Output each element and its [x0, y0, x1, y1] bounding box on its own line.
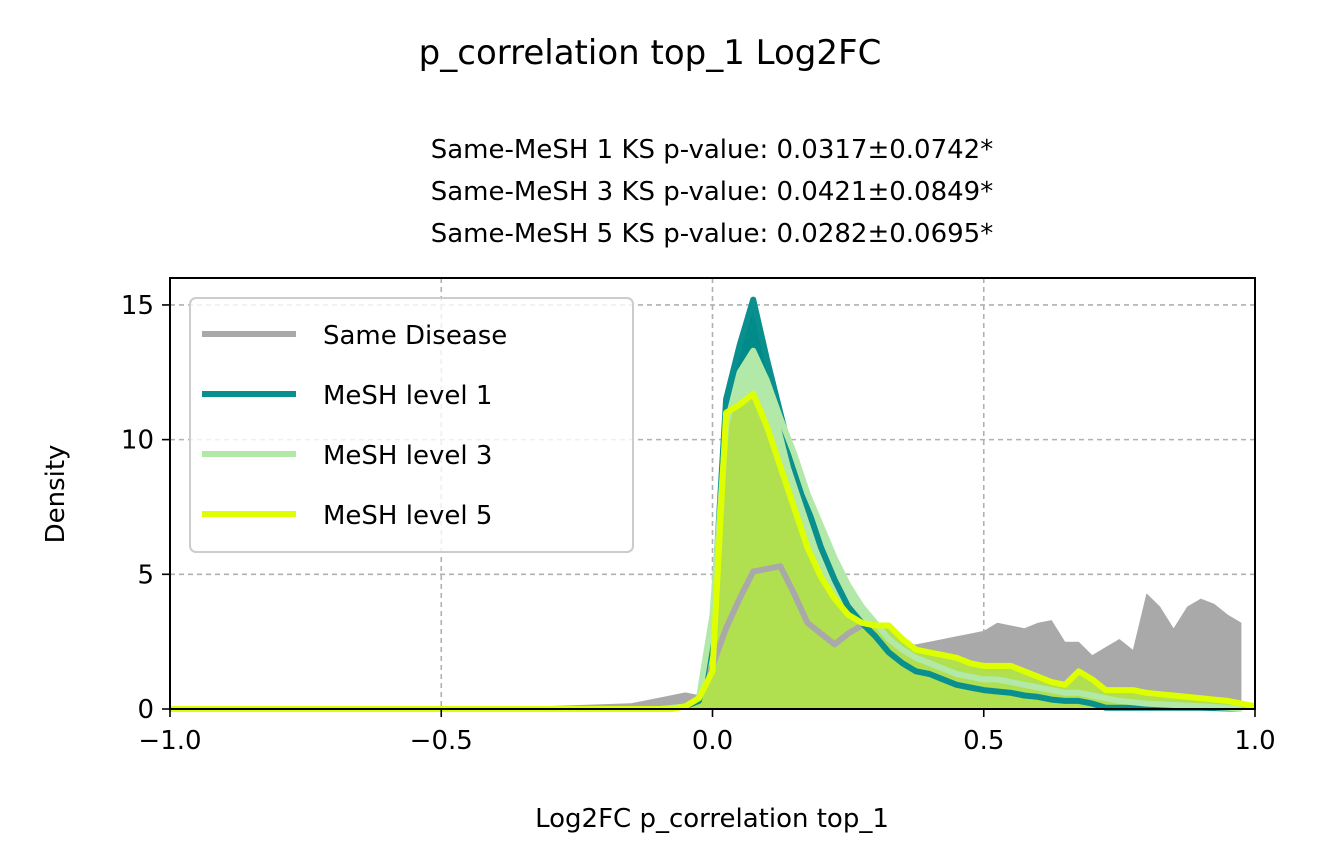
x-tick-label: 1.0	[1234, 726, 1275, 756]
series-line-mesh-level-5	[170, 390, 1256, 712]
series-lines	[170, 296, 1256, 712]
series-areas	[170, 299, 1255, 709]
y-axis-label: Density	[41, 445, 71, 544]
axis-ticks: −1.0 −0.5 0.0 0.5 1.0 0 5 10 15	[121, 291, 1276, 756]
series-line-same-disease	[170, 563, 864, 712]
y-tick-label: 5	[137, 560, 154, 590]
x-tick-label: 0.0	[692, 726, 733, 756]
x-tick-label: −1.0	[138, 726, 201, 756]
y-tick-label: 15	[121, 291, 154, 321]
series-line-mesh-level-3	[170, 347, 1242, 712]
chart-subtitle-line-2: Same-MeSH 3 KS p-value: 0.0421±0.0849*	[431, 177, 993, 207]
y-tick-label: 10	[121, 426, 154, 456]
chart-title: p_correlation top_1 Log2FC	[419, 33, 882, 73]
plot-frame	[169, 277, 1256, 710]
series-line-mesh-level-1	[170, 296, 1242, 712]
x-axis-label: Log2FC p_correlation top_1	[535, 804, 889, 834]
x-tick-label: −0.5	[410, 726, 473, 756]
chart-subtitle-line-3: Same-MeSH 5 KS p-value: 0.0282±0.0695*	[431, 219, 993, 249]
y-tick-label: 0	[137, 695, 154, 725]
legend: Same Disease MeSH level 1 MeSH level 3 MeSH…	[189, 297, 634, 553]
legend-label-mesh-level-1: MeSH level 1	[323, 381, 492, 411]
chart-subtitle-line-1: Same-MeSH 1 KS p-value: 0.0317±0.0742*	[431, 135, 993, 165]
legend-box	[189, 297, 634, 553]
legend-label-same-disease: Same Disease	[323, 321, 507, 351]
x-tick-label: 0.5	[963, 726, 1004, 756]
legend-label-mesh-level-3: MeSH level 3	[323, 441, 492, 471]
legend-label-mesh-level-5: MeSH level 5	[323, 501, 492, 531]
